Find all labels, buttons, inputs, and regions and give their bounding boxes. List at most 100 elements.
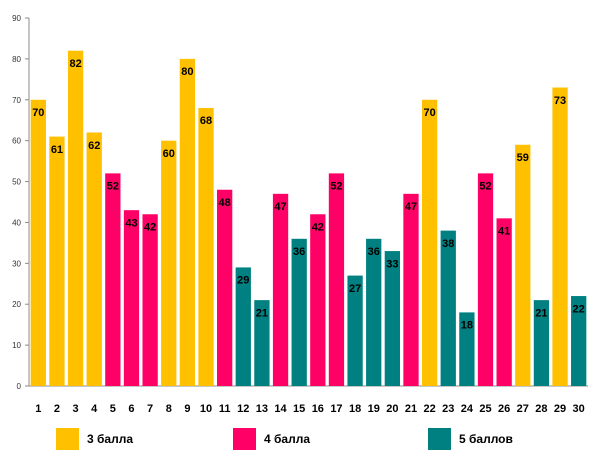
bar (198, 107, 214, 386)
bar (142, 214, 158, 386)
bar (328, 173, 345, 386)
data-label: 82 (69, 58, 81, 70)
data-label: 80 (181, 66, 193, 78)
x-tick-label: 6 (128, 403, 134, 415)
y-tick-label: 70 (12, 96, 21, 105)
bar (310, 214, 326, 386)
data-label: 68 (200, 115, 212, 127)
data-label: 60 (163, 148, 175, 160)
data-label: 18 (461, 320, 473, 332)
y-tick-label: 60 (12, 137, 21, 146)
y-tick-group: 0 10 20 30 40 50 60 70 80 90 (12, 14, 29, 391)
bar (217, 189, 233, 386)
y-tick-label: 80 (12, 55, 21, 64)
data-label: 42 (312, 222, 324, 234)
x-tick-label: 17 (330, 403, 342, 415)
bar (366, 238, 382, 386)
bar (496, 218, 512, 386)
legend-swatch-3 (56, 428, 79, 450)
data-label: 27 (349, 283, 361, 295)
x-tick-label: 5 (110, 403, 116, 415)
legend-swatch-5 (428, 428, 451, 450)
data-label: 61 (51, 144, 63, 156)
data-label: 38 (442, 238, 454, 250)
x-tick-label: 18 (349, 403, 361, 415)
data-label: 41 (498, 226, 510, 238)
x-tick-label: 9 (184, 403, 190, 415)
bar (123, 210, 140, 386)
bar (235, 267, 251, 386)
x-tick-label: 8 (166, 403, 172, 415)
bar (571, 296, 587, 386)
bar (477, 173, 494, 386)
x-tick-label: 3 (73, 403, 79, 415)
y-tick-label: 40 (12, 218, 21, 227)
x-tick-label: 21 (405, 403, 417, 415)
y-tick-label: 10 (12, 341, 21, 350)
x-tick-label: 4 (91, 403, 98, 415)
x-tick-label: 10 (200, 403, 212, 415)
data-label: 21 (256, 307, 268, 319)
x-tick-label: 12 (237, 403, 249, 415)
y-tick-label: 0 (17, 382, 22, 391)
legend-item-3: 3 балла (56, 428, 133, 450)
bar (515, 144, 531, 386)
data-label: 59 (517, 152, 529, 164)
x-tick-label: 11 (219, 403, 231, 415)
x-tick-label: 30 (573, 403, 585, 415)
y-tick-label: 90 (12, 14, 21, 23)
data-label: 36 (293, 246, 305, 258)
data-label: 70 (423, 107, 435, 119)
x-tick-label: 24 (461, 403, 474, 415)
data-label: 52 (330, 181, 342, 193)
bar (86, 132, 102, 386)
bar (254, 300, 270, 386)
y-tick-label: 30 (12, 259, 21, 268)
bar (403, 193, 419, 386)
x-tick-label: 16 (312, 403, 324, 415)
bar (179, 58, 196, 387)
data-label: 36 (368, 246, 380, 258)
x-tick-label: 7 (147, 403, 153, 415)
x-tick-label: 22 (423, 403, 435, 415)
legend-swatch-4 (233, 428, 256, 450)
x-tick-label: 28 (535, 403, 547, 415)
bar (440, 230, 456, 386)
bar (421, 99, 438, 387)
data-label: 52 (107, 181, 119, 193)
bar (459, 312, 475, 386)
data-label: 43 (125, 217, 137, 229)
x-tick-label: 1 (35, 403, 41, 415)
data-label: 47 (274, 201, 286, 213)
x-tick-label: 29 (554, 403, 566, 415)
x-tick-label: 13 (256, 403, 268, 415)
x-tick-label: 19 (368, 403, 380, 415)
x-tick-label: 23 (442, 403, 454, 415)
legend-label-4: 4 балла (264, 432, 311, 446)
data-label: 42 (144, 222, 156, 234)
bar (67, 50, 84, 386)
data-label: 70 (32, 107, 44, 119)
bar-group (30, 50, 587, 387)
bar (49, 136, 65, 386)
y-tick-label: 50 (12, 178, 21, 187)
data-label: 29 (237, 275, 249, 287)
x-tick-group: 1 2 3 4 5 6 7 8 9 10 11 12 13 14 15 16 17 18 19 20 21 22 23 24 2… (35, 403, 585, 415)
bar (384, 251, 400, 386)
data-label: 33 (386, 258, 398, 270)
x-tick-label: 27 (517, 403, 529, 415)
data-label: 62 (88, 140, 100, 152)
data-label: 73 (554, 95, 566, 107)
bar (291, 238, 307, 386)
x-tick-label: 15 (293, 403, 305, 415)
bar (272, 193, 289, 386)
y-tick-label: 20 (12, 300, 21, 309)
x-tick-label: 26 (498, 403, 510, 415)
bar (552, 87, 568, 386)
data-label: 22 (573, 303, 585, 315)
bar (533, 300, 550, 386)
data-label: 52 (479, 181, 491, 193)
legend-item-5: 5 баллов (428, 428, 513, 450)
x-tick-label: 14 (274, 403, 287, 415)
